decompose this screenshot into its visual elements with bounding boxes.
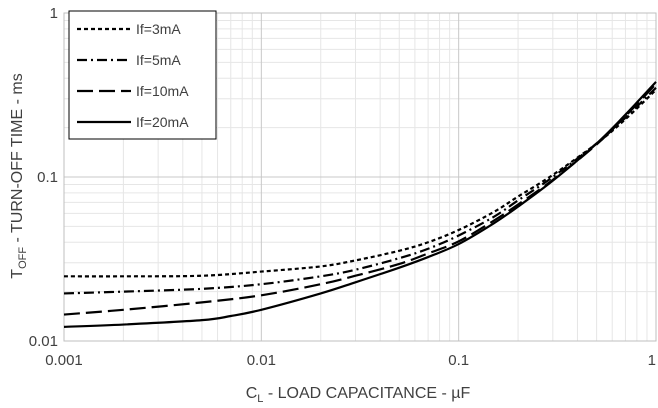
y-tick-label: 0.01: [29, 333, 58, 350]
x-tick-label: 0.1: [448, 352, 469, 369]
y-tick-label: 0.1: [37, 169, 58, 186]
y-axis-title-main: T: [9, 269, 26, 279]
x-tick-label: 1: [648, 352, 656, 369]
y-axis-title-rest: - TURN-OFF TIME - ms: [9, 73, 26, 247]
x-axis-title-rest: - LOAD CAPACITANCE - µF: [263, 385, 470, 402]
legend-label-1: If=3mA: [136, 21, 181, 37]
x-axis-title-main: C: [246, 385, 258, 402]
x-tick-label: 0.001: [45, 352, 83, 369]
y-tick-label: 1: [50, 5, 58, 22]
x-tick-label: 0.01: [247, 352, 276, 369]
legend-label-4: If=20mA: [136, 114, 189, 130]
legend: If=3mA If=5mA If=10mA If=20mA: [69, 11, 216, 139]
legend-label-3: If=10mA: [136, 83, 189, 99]
y-axis-title-sub: OFF: [17, 247, 29, 269]
legend-label-2: If=5mA: [136, 52, 181, 68]
